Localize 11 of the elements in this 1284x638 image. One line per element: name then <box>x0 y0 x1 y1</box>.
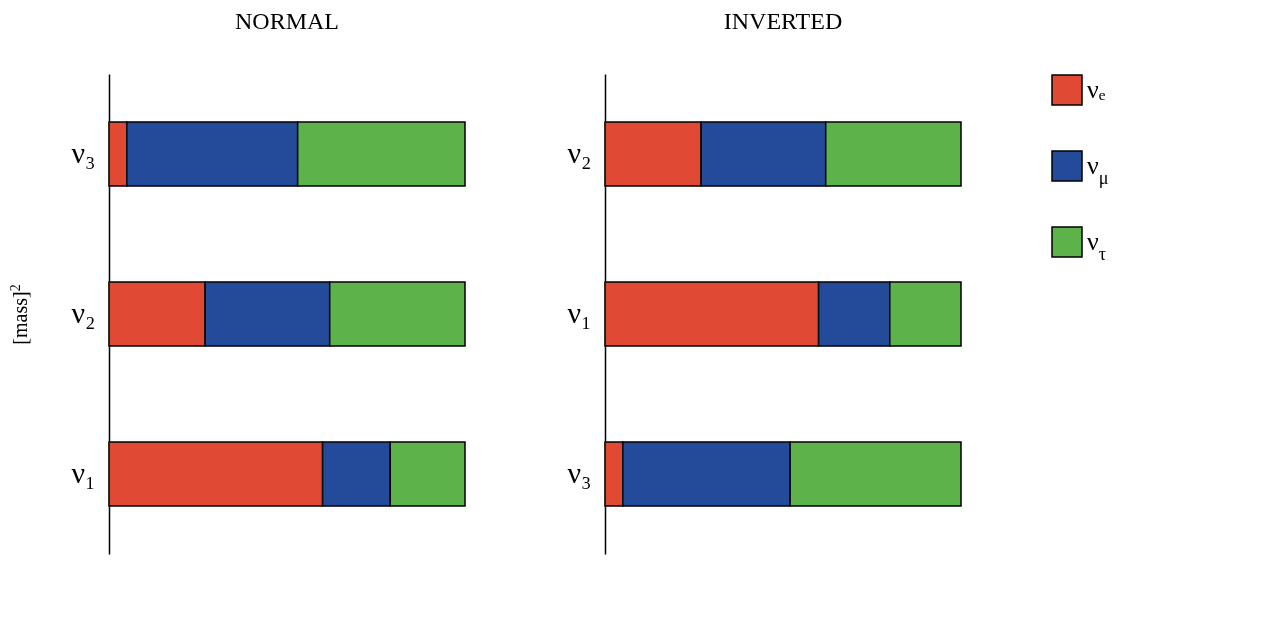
legend-label: ν$_{μ}$ <box>1087 151 1109 188</box>
y-tick-label: ν₂ <box>71 296 96 329</box>
y-tick-label: ν₂ <box>567 136 592 169</box>
y-tick-label: ν₁ <box>71 456 96 489</box>
y-tick-label: ν₁ <box>567 296 592 329</box>
chart-title: NORMAL <box>234 8 340 34</box>
y-tick-label: ν₃ <box>71 136 96 169</box>
chart-title: INVERTED <box>723 8 843 34</box>
legend-label: νₑ <box>1087 75 1106 104</box>
y-tick-label: ν₃ <box>567 456 592 489</box>
legend-label: ν$_{τ}$ <box>1087 227 1107 264</box>
